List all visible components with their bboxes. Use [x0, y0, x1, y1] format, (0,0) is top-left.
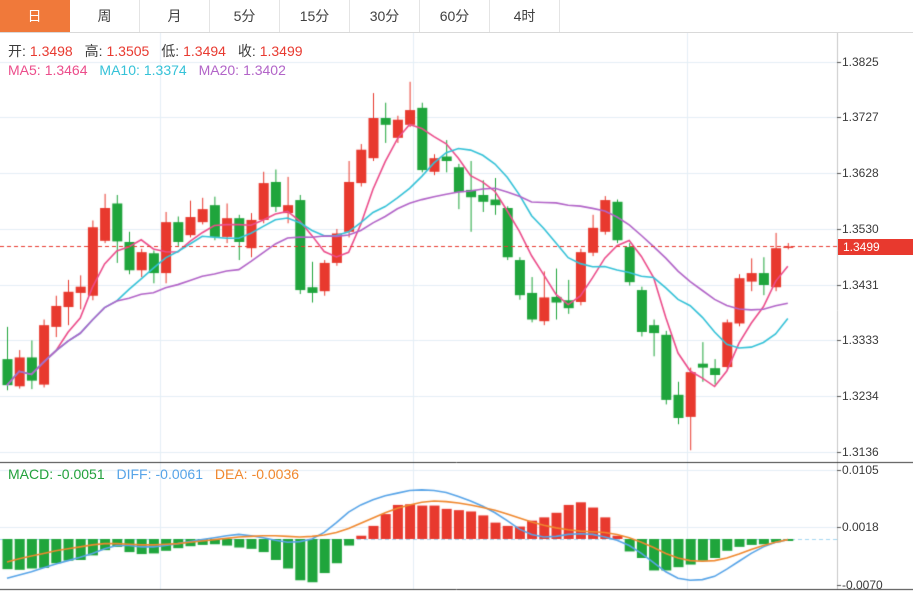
- tab-30min[interactable]: 30分: [350, 0, 420, 32]
- y-axis-tick-label: -0.0070: [842, 577, 883, 592]
- high-label: 高:: [84, 43, 103, 59]
- ma10-label: MA10:: [99, 62, 140, 78]
- ohlc-legend: 开: 1.3498 高: 1.3505 低: 1.3494 收: 1.3499: [8, 41, 311, 61]
- ma20-value: 1.3402: [243, 62, 286, 78]
- timeframe-tabbar: 日 周 月 5分 15分 30分 60分 4时: [0, 0, 913, 33]
- macd-label: MACD:: [8, 466, 54, 482]
- y-axis-tick-label: 1.3431: [842, 277, 879, 292]
- dea-value: -0.0036: [251, 466, 300, 482]
- y-axis-tick-label: 1.3628: [842, 166, 879, 181]
- tab-week[interactable]: 周: [70, 0, 140, 32]
- y-axis-tick-label: 1.3234: [842, 389, 879, 404]
- ma-legend: MA5: 1.3464 MA10: 1.3374 MA20: 1.3402: [8, 62, 294, 78]
- diff-value: -0.0061: [155, 466, 203, 482]
- y-axis-tick-label: 0.0018: [842, 520, 879, 535]
- open-label: 开:: [8, 43, 26, 59]
- ma20-label: MA20:: [198, 62, 240, 78]
- diff-label: DIFF:: [116, 466, 152, 482]
- y-axis-tick-label: 1.3333: [842, 333, 879, 348]
- macd-legend: MACD: -0.0051 DIFF: -0.0061 DEA: -0.0036: [8, 466, 307, 482]
- y-axis-tick-label: 1.3727: [842, 110, 879, 125]
- low-value: 1.3494: [183, 43, 226, 59]
- current-price-badge: 1.3499: [838, 239, 913, 255]
- high-value: 1.3505: [106, 43, 150, 59]
- y-axis-tick-label: 0.0105: [842, 463, 879, 478]
- dea-label: DEA:: [214, 466, 248, 482]
- y-axis-tick-label: 1.3825: [842, 54, 879, 69]
- y-axis-tick-label: 1.3136: [842, 444, 879, 459]
- close-label: 收:: [237, 43, 256, 59]
- tab-60min[interactable]: 60分: [420, 0, 490, 32]
- y-axis-tick-label: 1.3530: [842, 221, 879, 236]
- low-label: 低:: [161, 43, 180, 59]
- open-value: 1.3498: [29, 43, 73, 59]
- tab-day[interactable]: 日: [0, 0, 70, 32]
- tab-15min[interactable]: 15分: [280, 0, 350, 32]
- ma10-value: 1.3374: [143, 62, 187, 78]
- close-value: 1.3499: [259, 43, 303, 59]
- tab-5min[interactable]: 5分: [210, 0, 280, 32]
- ma5-label: MA5:: [8, 62, 41, 78]
- tab-4hour[interactable]: 4时: [490, 0, 560, 32]
- macd-value: -0.0051: [57, 466, 105, 482]
- tab-month[interactable]: 月: [140, 0, 210, 32]
- ma5-value: 1.3464: [44, 62, 88, 78]
